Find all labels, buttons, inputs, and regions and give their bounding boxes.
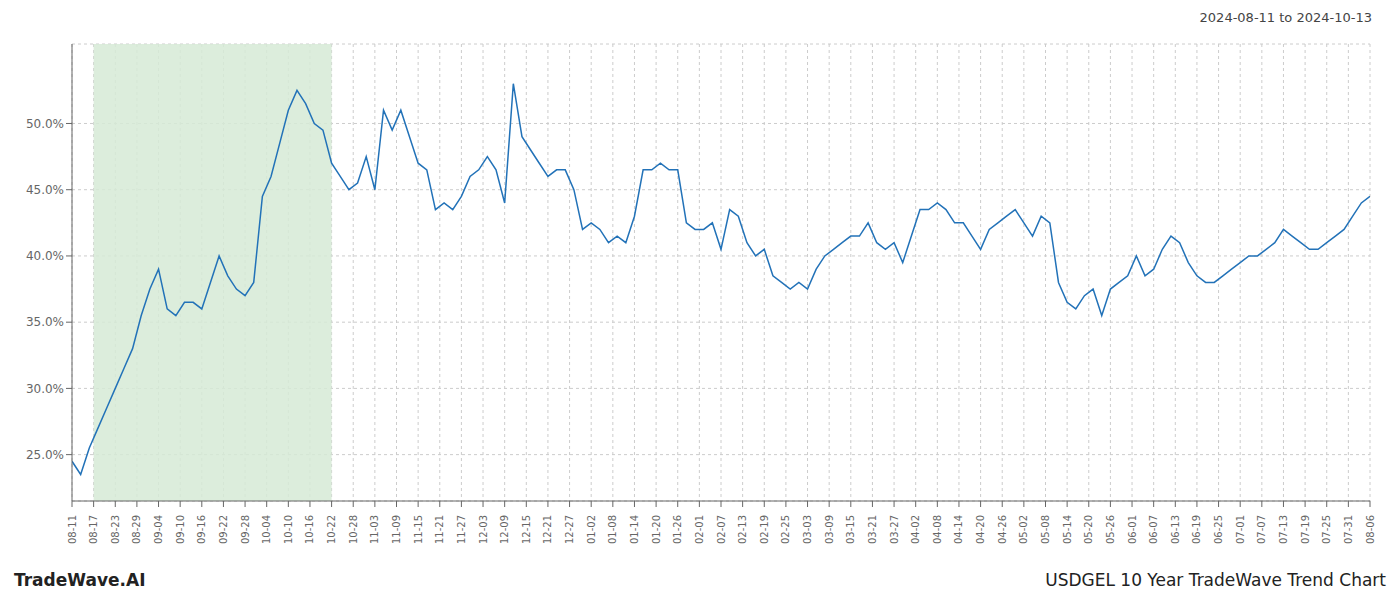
svg-text:02-19: 02-19 bbox=[759, 515, 770, 544]
svg-text:07-31: 07-31 bbox=[1343, 515, 1354, 544]
svg-text:45.0%: 45.0% bbox=[26, 183, 64, 197]
svg-text:12-03: 12-03 bbox=[478, 515, 489, 544]
svg-text:05-26: 05-26 bbox=[1105, 515, 1116, 544]
svg-text:10-22: 10-22 bbox=[326, 515, 337, 544]
svg-text:50.0%: 50.0% bbox=[26, 117, 64, 131]
svg-text:04-08: 04-08 bbox=[932, 515, 943, 544]
svg-text:03-09: 03-09 bbox=[824, 515, 835, 544]
svg-text:08-17: 08-17 bbox=[88, 515, 99, 544]
svg-text:09-16: 09-16 bbox=[196, 515, 207, 544]
svg-text:25.0%: 25.0% bbox=[26, 448, 64, 462]
svg-text:10-16: 10-16 bbox=[304, 515, 315, 544]
svg-text:07-07: 07-07 bbox=[1256, 515, 1267, 544]
svg-text:12-09: 12-09 bbox=[499, 515, 510, 544]
svg-text:35.0%: 35.0% bbox=[26, 315, 64, 329]
svg-text:06-25: 06-25 bbox=[1213, 515, 1224, 544]
svg-text:03-21: 03-21 bbox=[867, 515, 878, 544]
svg-text:02-01: 02-01 bbox=[694, 515, 705, 544]
svg-text:12-21: 12-21 bbox=[542, 515, 553, 544]
svg-text:05-02: 05-02 bbox=[1018, 515, 1029, 544]
svg-text:07-01: 07-01 bbox=[1235, 515, 1246, 544]
svg-text:11-15: 11-15 bbox=[413, 515, 424, 544]
svg-text:08-29: 08-29 bbox=[131, 515, 142, 544]
svg-text:06-07: 06-07 bbox=[1148, 515, 1159, 544]
svg-text:10-10: 10-10 bbox=[283, 515, 294, 544]
html-text:USDGEL 10 Year TradeWave Trend: USDGEL 10 Year TradeWave Trend Chart bbox=[1045, 570, 1386, 590]
svg-text:07-13: 07-13 bbox=[1278, 515, 1289, 544]
svg-text:02-13: 02-13 bbox=[737, 515, 748, 544]
svg-text:10-28: 10-28 bbox=[348, 515, 359, 544]
svg-text:09-22: 09-22 bbox=[218, 515, 229, 544]
svg-text:03-15: 03-15 bbox=[845, 515, 856, 544]
svg-text:09-04: 09-04 bbox=[153, 515, 164, 544]
svg-text:06-19: 06-19 bbox=[1191, 515, 1202, 544]
svg-text:03-27: 03-27 bbox=[889, 515, 900, 544]
svg-text:10-04: 10-04 bbox=[261, 515, 272, 544]
svg-text:04-20: 04-20 bbox=[975, 515, 986, 544]
svg-text:06-13: 06-13 bbox=[1170, 515, 1181, 544]
svg-text:04-26: 04-26 bbox=[997, 515, 1008, 544]
svg-text:07-19: 07-19 bbox=[1300, 515, 1311, 544]
svg-text:40.0%: 40.0% bbox=[26, 249, 64, 263]
svg-text:08-23: 08-23 bbox=[110, 515, 121, 544]
svg-text:02-07: 02-07 bbox=[716, 515, 727, 544]
svg-text:30.0%: 30.0% bbox=[26, 382, 64, 396]
svg-text:11-27: 11-27 bbox=[456, 515, 467, 544]
svg-text:09-28: 09-28 bbox=[240, 515, 251, 544]
svg-text:11-03: 11-03 bbox=[369, 515, 380, 544]
svg-text:11-09: 11-09 bbox=[391, 515, 402, 544]
svg-text:07-25: 07-25 bbox=[1321, 515, 1332, 544]
svg-text:04-02: 04-02 bbox=[910, 515, 921, 544]
svg-text:08-11: 08-11 bbox=[67, 515, 78, 544]
svg-text:06-01: 06-01 bbox=[1127, 515, 1138, 544]
svg-text:05-14: 05-14 bbox=[1062, 515, 1073, 544]
html-text:TradeWave.AI: TradeWave.AI bbox=[14, 570, 146, 590]
html-text:2024-08-11 to 2024-10-13: 2024-08-11 to 2024-10-13 bbox=[1199, 10, 1372, 25]
svg-text:01-08: 01-08 bbox=[607, 515, 618, 544]
svg-text:01-14: 01-14 bbox=[629, 515, 640, 544]
svg-text:05-20: 05-20 bbox=[1083, 515, 1094, 544]
svg-text:01-20: 01-20 bbox=[651, 515, 662, 544]
svg-text:01-26: 01-26 bbox=[672, 515, 683, 544]
svg-text:08-06: 08-06 bbox=[1365, 515, 1376, 544]
svg-text:01-02: 01-02 bbox=[586, 515, 597, 544]
svg-text:04-14: 04-14 bbox=[953, 515, 964, 544]
svg-text:12-15: 12-15 bbox=[521, 515, 532, 544]
svg-text:03-03: 03-03 bbox=[802, 515, 813, 544]
svg-text:05-08: 05-08 bbox=[1040, 515, 1051, 544]
svg-text:09-10: 09-10 bbox=[175, 515, 186, 544]
svg-text:12-27: 12-27 bbox=[564, 515, 575, 544]
svg-text:02-25: 02-25 bbox=[780, 515, 791, 544]
svg-text:11-21: 11-21 bbox=[434, 515, 445, 544]
